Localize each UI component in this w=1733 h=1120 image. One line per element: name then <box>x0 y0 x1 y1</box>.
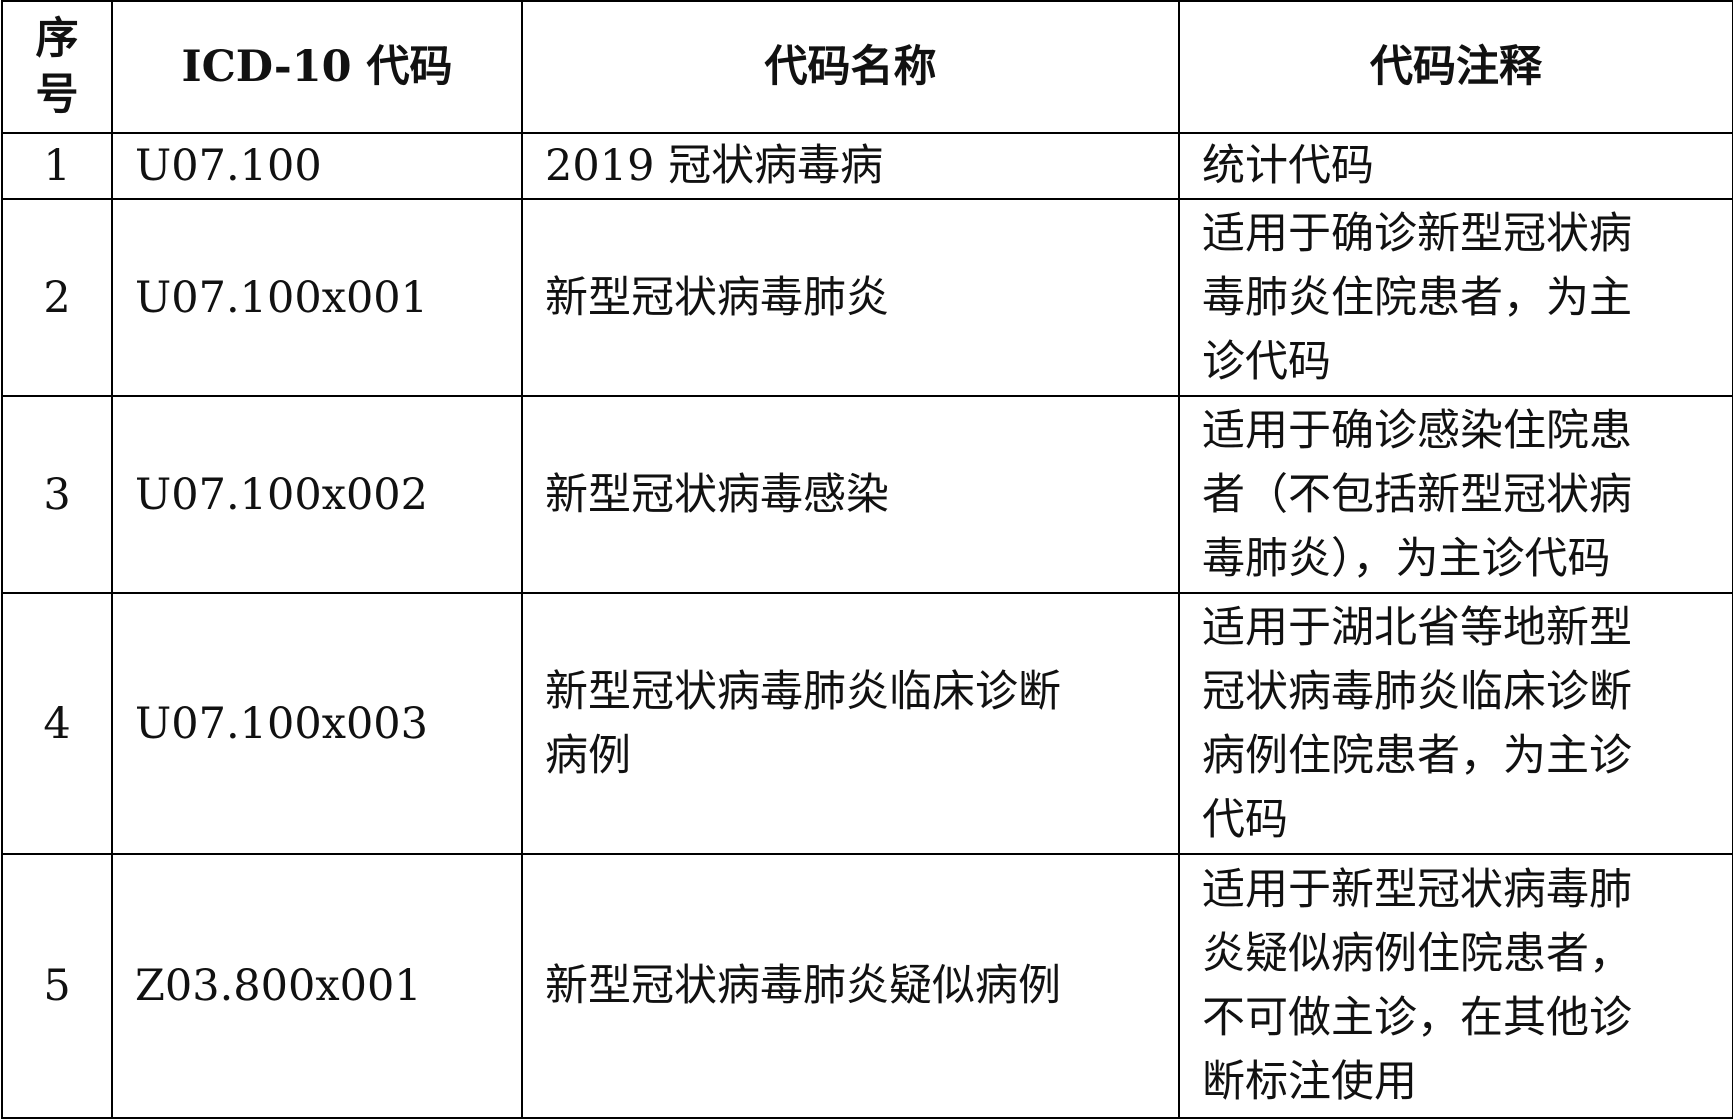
note-line: 统计代码 <box>1202 141 1374 191</box>
table-row: 4 U07.100x003 新型冠状病毒肺炎临床诊断 病例 适用于湖北省等地新型… <box>1 592 1733 855</box>
name-line: 新型冠状病毒肺炎临床诊断 <box>545 666 1061 717</box>
cell-name: 新型冠状病毒肺炎 <box>521 198 1180 397</box>
header-index-line: 号 <box>35 70 79 120</box>
note-line: 适用于确诊新型冠状病 <box>1202 208 1632 259</box>
cell-index: 3 <box>1 395 113 594</box>
note-line: 炎疑似病例住院患者， <box>1202 929 1632 979</box>
note-line: 适用于确诊感染住院患 <box>1202 405 1632 456</box>
note-line: 代码 <box>1202 794 1288 845</box>
name-line: 新型冠状病毒肺炎 <box>545 272 889 323</box>
table-row: 2 U07.100x001 新型冠状病毒肺炎 适用于确诊新型冠状病 毒肺炎住院患… <box>1 198 1733 397</box>
cell-index: 5 <box>1 853 113 1119</box>
cell-code: U07.100x003 <box>111 592 523 855</box>
header-note: 代码注释 <box>1178 0 1733 134</box>
note-line: 不可做主诊，在其他诊 <box>1202 993 1632 1043</box>
note-line: 病例住院患者，为主诊 <box>1202 730 1632 781</box>
header-code: ICD-10 代码 <box>111 0 523 134</box>
header-index-line: 序 <box>35 14 79 64</box>
header-index: 序 号 <box>1 0 113 134</box>
cell-code: U07.100x002 <box>111 395 523 594</box>
cell-name: 2019 冠状病毒病 <box>521 132 1180 200</box>
table-row: 3 U07.100x002 新型冠状病毒感染 适用于确诊感染住院患 者（不包括新… <box>1 395 1733 594</box>
cell-note: 适用于确诊新型冠状病 毒肺炎住院患者，为主 诊代码 <box>1178 198 1733 397</box>
cell-code: Z03.800x001 <box>111 853 523 1119</box>
table-row: 1 U07.100 2019 冠状病毒病 统计代码 <box>1 132 1733 200</box>
name-line: 病例 <box>545 730 631 781</box>
note-line: 断标注使用 <box>1202 1057 1417 1107</box>
cell-code: U07.100 <box>111 132 523 200</box>
cell-index: 1 <box>1 132 113 200</box>
note-line: 诊代码 <box>1202 336 1331 387</box>
cell-index: 4 <box>1 592 113 855</box>
note-line: 毒肺炎住院患者，为主 <box>1202 272 1632 323</box>
cell-name: 新型冠状病毒肺炎疑似病例 <box>521 853 1180 1119</box>
cell-note: 适用于新型冠状病毒肺 炎疑似病例住院患者， 不可做主诊，在其他诊 断标注使用 <box>1178 853 1733 1119</box>
cell-note: 适用于湖北省等地新型 冠状病毒肺炎临床诊断 病例住院患者，为主诊 代码 <box>1178 592 1733 855</box>
name-line: 2019 冠状病毒病 <box>545 141 884 191</box>
header-name: 代码名称 <box>521 0 1180 134</box>
note-line: 者（不包括新型冠状病 <box>1202 469 1632 520</box>
cell-note: 适用于确诊感染住院患 者（不包括新型冠状病 毒肺炎），为主诊代码 <box>1178 395 1733 594</box>
name-line: 新型冠状病毒感染 <box>545 469 889 520</box>
cell-name: 新型冠状病毒肺炎临床诊断 病例 <box>521 592 1180 855</box>
name-line: 新型冠状病毒肺炎疑似病例 <box>545 961 1061 1011</box>
note-line: 冠状病毒肺炎临床诊断 <box>1202 666 1632 717</box>
cell-name: 新型冠状病毒感染 <box>521 395 1180 594</box>
cell-code: U07.100x001 <box>111 198 523 397</box>
table-row: 5 Z03.800x001 新型冠状病毒肺炎疑似病例 适用于新型冠状病毒肺 炎疑… <box>1 853 1733 1119</box>
note-line: 适用于新型冠状病毒肺 <box>1202 865 1632 915</box>
note-line: 适用于湖北省等地新型 <box>1202 602 1632 653</box>
cell-note: 统计代码 <box>1178 132 1733 200</box>
table-header-row: 序 号 ICD-10 代码 代码名称 代码注释 <box>1 0 1733 134</box>
cell-index: 2 <box>1 198 113 397</box>
note-line: 毒肺炎），为主诊代码 <box>1202 533 1611 584</box>
